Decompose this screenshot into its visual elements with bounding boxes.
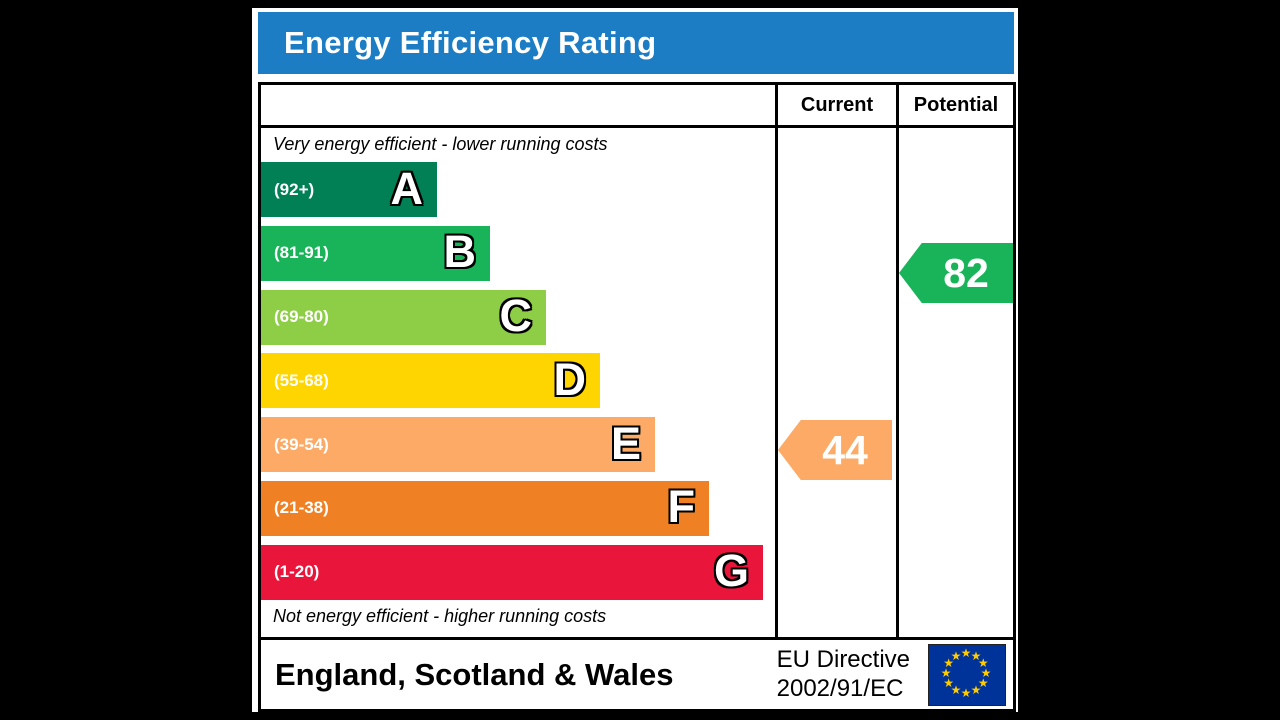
eu-star-icon: ★ [940, 666, 952, 680]
band-row-e: (39-54) E [261, 417, 775, 473]
eu-flag-icon: ★ ★ ★ ★ ★ ★ ★ ★ ★ ★ ★ ★ [928, 643, 1006, 706]
page-title: Energy Efficiency Rating [284, 25, 657, 60]
eu-star-icon: ★ [977, 676, 989, 690]
band-list: (92+) A (81-91) B (69-80) C (55-68) D (39-54) E (2… [261, 162, 775, 609]
band-range-label: (1-20) [274, 562, 320, 582]
region-label: England, Scotland & Wales [275, 656, 674, 692]
energy-rating-header: Energy Efficiency Rating [258, 12, 1014, 74]
current-rating-arrow: 44 [778, 420, 892, 480]
band-letter: G [713, 545, 749, 597]
current-rating-column: 44 [775, 128, 896, 637]
column-header-potential: Potential [896, 85, 1013, 128]
band-range-label: (69-80) [274, 307, 329, 327]
band-row-f: (21-38) F [261, 480, 775, 536]
band-chart-area: Very energy efficient - lower running co… [261, 128, 775, 637]
band-letter: C [499, 290, 533, 342]
top-caption: Very energy efficient - lower running co… [273, 134, 608, 154]
band-bar: (39-54) E [261, 417, 655, 473]
table-corner-cell [261, 85, 775, 128]
footer: England, Scotland & Wales EU Directive 2… [258, 637, 1016, 712]
band-letter: B [443, 226, 477, 278]
potential-rating-arrow: 82 [899, 243, 1013, 303]
band-letter: A [390, 162, 424, 214]
band-range-label: (81-91) [274, 243, 329, 263]
eu-directive-text: EU Directive 2002/91/EC [777, 646, 910, 703]
potential-rating-column: 82 [896, 128, 1013, 637]
band-bar: (81-91) B [261, 225, 490, 281]
band-row-a: (92+) A [261, 162, 775, 217]
band-row-c: (69-80) C [261, 289, 775, 345]
band-range-label: (39-54) [274, 434, 329, 454]
band-bar: (1-20) G [261, 544, 763, 600]
band-bar: (69-80) C [261, 289, 546, 345]
rating-table: Current Potential Very energy efficient … [258, 82, 1016, 640]
band-row-d: (55-68) D [261, 353, 775, 409]
bottom-caption: Not energy efficient - higher running co… [273, 606, 607, 626]
potential-rating-value: 82 [943, 249, 989, 296]
eu-star-icon: ★ [950, 683, 962, 698]
eu-star-icon: ★ [950, 648, 962, 663]
eu-directive-line2: 2002/91/EC [776, 674, 904, 702]
eu-star-icon: ★ [943, 656, 955, 670]
eu-star-icon: ★ [980, 666, 992, 680]
band-row-b: (81-91) B [261, 225, 775, 281]
band-letter: E [610, 417, 641, 469]
eu-star-icon: ★ [970, 648, 982, 663]
band-bar: (21-38) F [261, 480, 709, 536]
eu-star-icon: ★ [960, 686, 972, 700]
eu-star-icon: ★ [970, 683, 982, 698]
column-header-current: Current [775, 85, 896, 128]
eu-star-icon: ★ [960, 646, 972, 660]
eu-star-icon: ★ [977, 656, 989, 670]
band-range-label: (21-38) [274, 498, 329, 518]
band-row-g: (1-20) G [261, 544, 775, 600]
eu-directive-line1: EU Directive [776, 646, 910, 674]
eu-star-icon: ★ [943, 676, 955, 690]
band-bar: (92+) A [261, 162, 437, 217]
band-range-label: (55-68) [274, 370, 329, 390]
band-letter: D [553, 354, 587, 406]
band-range-label: (92+) [274, 179, 315, 199]
epc-certificate: Energy Efficiency Rating Current Potenti… [252, 8, 1018, 712]
band-letter: F [667, 481, 696, 533]
current-rating-value: 44 [822, 426, 868, 473]
band-bar: (55-68) D [261, 353, 600, 409]
